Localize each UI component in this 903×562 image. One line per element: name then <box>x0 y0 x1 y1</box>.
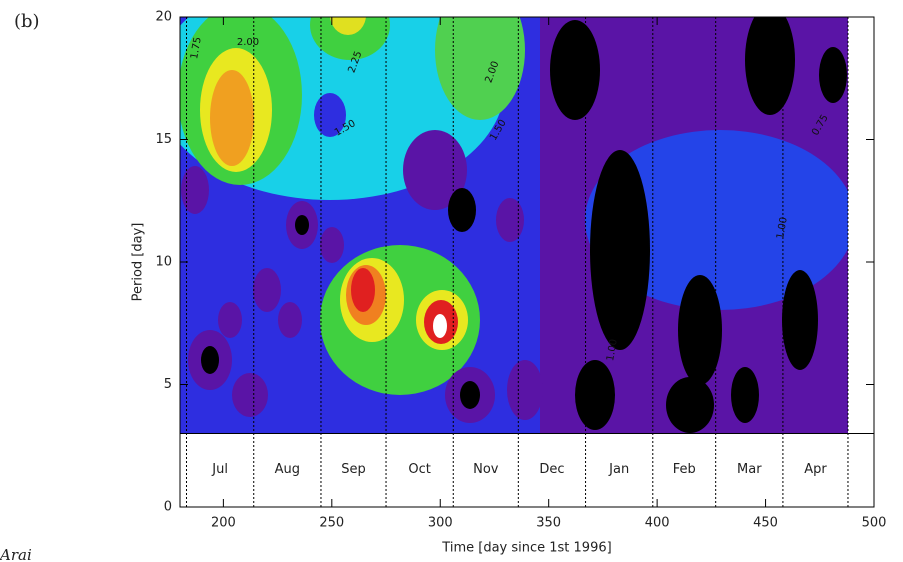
month-label: Sep <box>341 462 366 477</box>
y-axis-label: Period [day] <box>131 223 146 302</box>
y-tick-label: 20 <box>155 10 172 25</box>
x-tick-label: 300 <box>428 516 453 531</box>
month-label: Oct <box>408 462 430 477</box>
y-tick-label: 10 <box>155 255 172 270</box>
month-label: Dec <box>539 462 564 477</box>
x-tick-label: 350 <box>536 516 561 531</box>
month-label: Apr <box>804 462 827 477</box>
x-tick-label: 400 <box>645 516 670 531</box>
x-tick-label: 200 <box>211 516 236 531</box>
month-label: Mar <box>737 462 762 477</box>
contour-field <box>180 17 848 434</box>
month-label: Feb <box>673 462 696 477</box>
y-tick-label: 5 <box>164 377 172 392</box>
month-label: Nov <box>473 462 499 477</box>
contour-label: 2.00 <box>237 37 259 48</box>
x-tick-label: 500 <box>862 516 887 531</box>
month-band <box>180 433 874 507</box>
month-label: Aug <box>275 462 300 477</box>
contour-label: 1.00 <box>605 338 620 362</box>
contour-label: 1.00 <box>775 216 790 240</box>
x-tick-label: 250 <box>319 516 344 531</box>
x-tick-label: 450 <box>753 516 778 531</box>
contour-label: 1.75 <box>189 36 204 60</box>
y-tick-label: 15 <box>155 132 172 147</box>
panel-label: (b) <box>14 11 40 32</box>
month-label: Jul <box>211 462 228 477</box>
x-axis-label: Time [day since 1st 1996] <box>441 541 611 556</box>
footer-text: Arai <box>0 546 32 562</box>
y-tick-label: 0 <box>164 500 172 515</box>
month-label: Jan <box>608 462 629 477</box>
